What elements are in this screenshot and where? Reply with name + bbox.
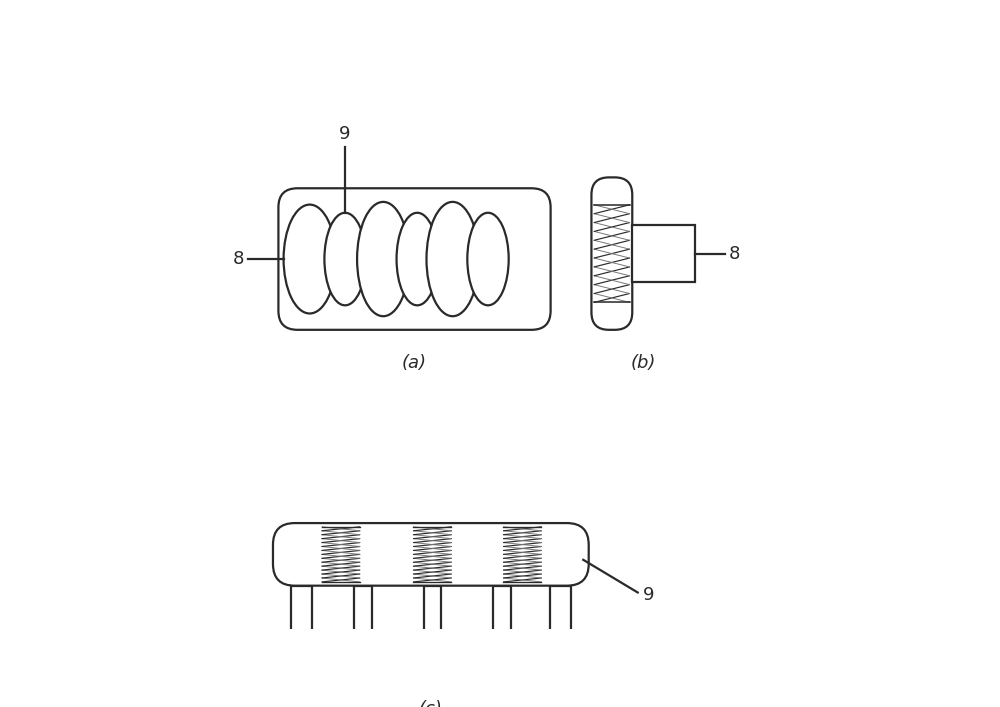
Text: 9: 9 bbox=[339, 125, 351, 143]
Text: (c): (c) bbox=[419, 700, 443, 707]
Bar bbox=[354, 585, 372, 706]
Bar bbox=[291, 585, 312, 700]
Bar bbox=[424, 585, 441, 706]
FancyBboxPatch shape bbox=[278, 188, 551, 329]
Text: 9: 9 bbox=[643, 586, 655, 604]
Ellipse shape bbox=[467, 213, 509, 305]
FancyBboxPatch shape bbox=[591, 177, 632, 329]
Ellipse shape bbox=[284, 204, 336, 313]
Bar bbox=[550, 585, 571, 700]
Bar bbox=[493, 585, 511, 706]
FancyBboxPatch shape bbox=[273, 523, 589, 585]
Text: (b): (b) bbox=[630, 354, 656, 373]
Text: 8: 8 bbox=[729, 245, 741, 262]
Ellipse shape bbox=[357, 202, 409, 316]
Text: (a): (a) bbox=[402, 354, 427, 373]
Bar bbox=[632, 225, 695, 282]
Ellipse shape bbox=[426, 202, 479, 316]
Ellipse shape bbox=[397, 213, 438, 305]
Ellipse shape bbox=[324, 213, 366, 305]
Text: 8: 8 bbox=[233, 250, 244, 268]
